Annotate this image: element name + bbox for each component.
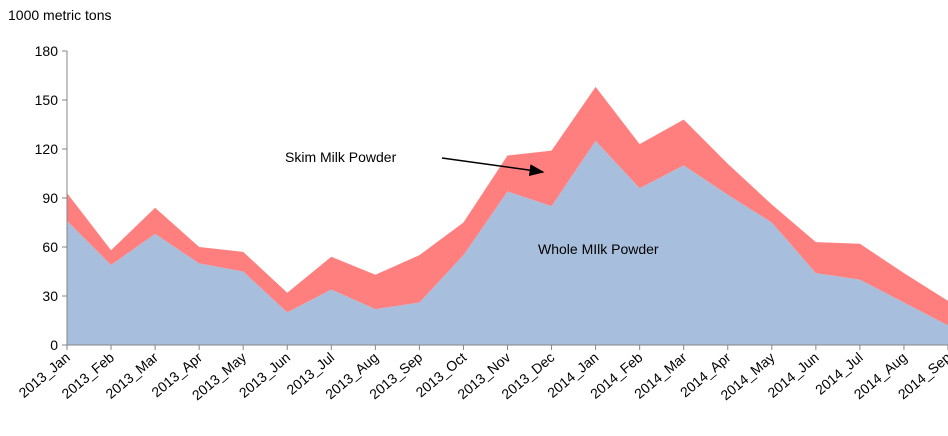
y-tick-label: 0 (50, 337, 58, 353)
y-tick-label: 30 (42, 288, 58, 304)
y-tick-label: 120 (35, 141, 59, 157)
area (67, 86, 948, 326)
area (67, 140, 948, 345)
series-annotation: Skim Milk Powder (285, 149, 397, 165)
y-axis-label: 1000 metric tons (8, 7, 112, 23)
annotation-arrow (441, 157, 545, 177)
y-tick-label: 60 (42, 239, 58, 255)
plot-area: 03060901201501802013_Jan2013_Feb2013_Mar… (16, 43, 948, 403)
series-annotation: Whole MIlk Powder (538, 241, 659, 257)
y-tick-label: 90 (42, 190, 58, 206)
y-tick-label: 180 (35, 43, 59, 59)
y-tick-label: 150 (35, 92, 59, 108)
